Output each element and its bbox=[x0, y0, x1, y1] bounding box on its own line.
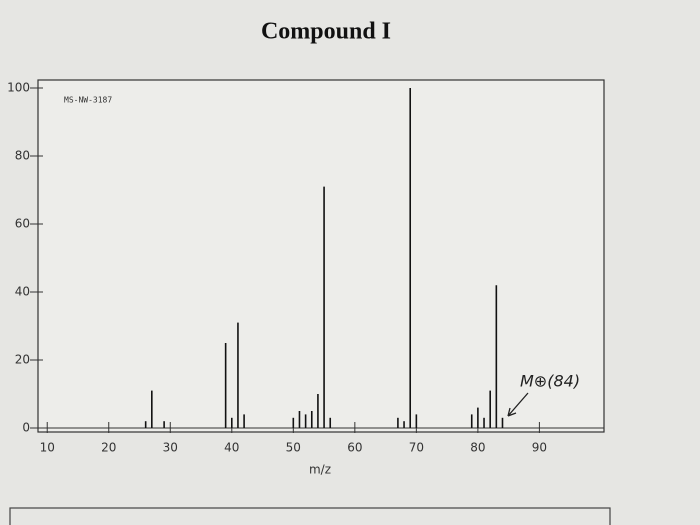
x-tick-label: 50 bbox=[286, 441, 301, 455]
x-tick-label: 40 bbox=[224, 441, 239, 455]
y-tick-label: 60 bbox=[15, 217, 30, 231]
x-tick-label: 90 bbox=[532, 441, 547, 455]
spectrum-id: MS-NW-3187 bbox=[64, 96, 112, 105]
y-tick-label: 80 bbox=[15, 149, 30, 163]
x-axis-label: m/z bbox=[309, 463, 331, 477]
annotation: M⊕(84) bbox=[520, 372, 580, 391]
y-tick-label: 20 bbox=[15, 353, 30, 367]
y-tick-label: 100 bbox=[7, 81, 30, 95]
x-tick-label: 30 bbox=[163, 441, 178, 455]
x-tick-label: 10 bbox=[40, 441, 55, 455]
x-tick-label: 80 bbox=[470, 441, 485, 455]
x-tick-label: 60 bbox=[347, 441, 362, 455]
next-plot-frame bbox=[9, 507, 611, 525]
chart-title: Compound I bbox=[261, 19, 391, 45]
y-tick-label: 0 bbox=[22, 421, 30, 435]
y-tick-label: 40 bbox=[15, 285, 30, 299]
x-tick-label: 70 bbox=[409, 441, 424, 455]
plot-frame bbox=[37, 79, 605, 433]
annotation-arrow bbox=[507, 392, 529, 417]
x-tick-label: 20 bbox=[101, 441, 116, 455]
